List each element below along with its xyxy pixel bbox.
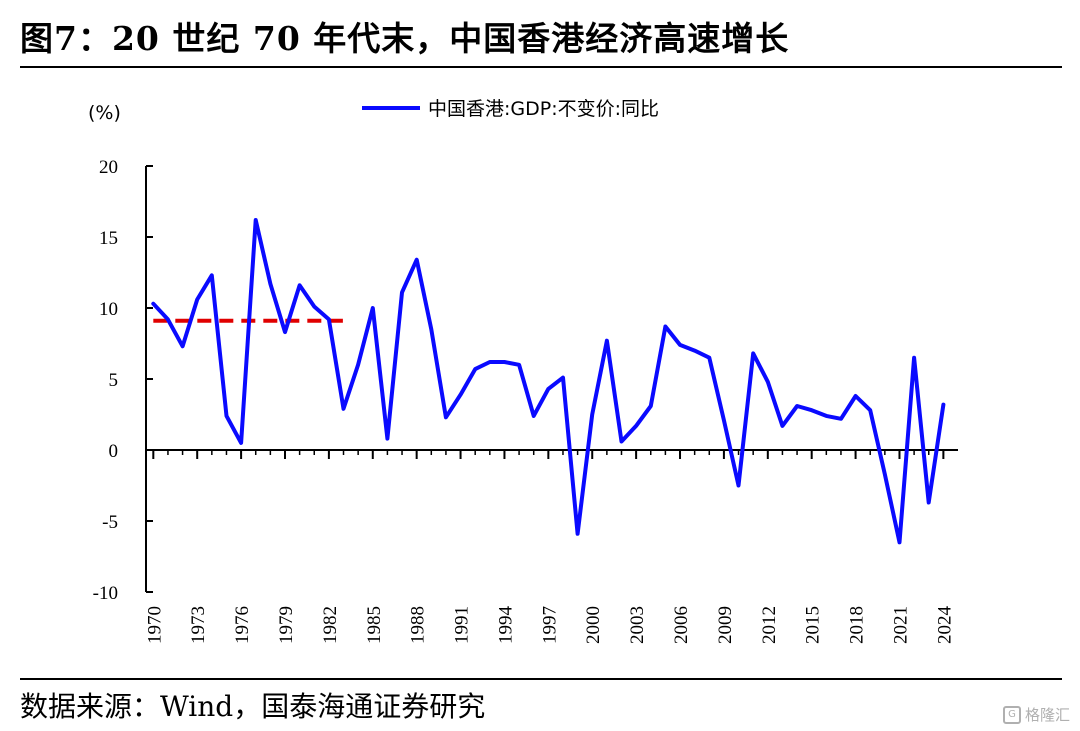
y-tick-label: 15 bbox=[99, 228, 118, 249]
x-axis: 1970 1973 1976 1979 1982 1985 1988 1991 1994 1997… bbox=[144, 449, 958, 645]
figure-title: 图7：20 世纪 70 年代末，中国香港经济高速增长 bbox=[20, 19, 790, 58]
legend: 中国香港:GDP:不变价:同比 bbox=[362, 98, 659, 120]
y-tick-label: 5 bbox=[109, 370, 119, 391]
watermark-text: 格隆汇 bbox=[1024, 706, 1070, 724]
y-tick-label: 0 bbox=[109, 441, 119, 462]
x-tick-label: 1988 bbox=[408, 606, 429, 644]
y-tick-label: -5 bbox=[102, 512, 118, 533]
y-unit-label: (%) bbox=[88, 102, 121, 124]
y-tick-label: 20 bbox=[99, 157, 118, 178]
source-divider bbox=[20, 678, 1062, 680]
x-tick-label: 2024 bbox=[934, 606, 955, 645]
g-logo-icon: G bbox=[1002, 705, 1021, 724]
series-group bbox=[151, 218, 946, 545]
legend-label: 中国香港:GDP:不变价:同比 bbox=[428, 98, 659, 120]
y-axis: 20 15 10 5 0 -5 -10 (%) bbox=[88, 102, 153, 604]
x-tick-label: 1994 bbox=[495, 606, 516, 645]
watermark: G 格隆汇 bbox=[1002, 704, 1070, 725]
x-tick-label: 2000 bbox=[583, 606, 604, 644]
x-tick-label: 1979 bbox=[276, 606, 297, 644]
y-tick-label: 10 bbox=[99, 299, 118, 320]
data-source-note: 数据来源：Wind，国泰海通证券研究 bbox=[20, 690, 486, 723]
series-line bbox=[151, 218, 946, 545]
x-tick-label: 1976 bbox=[232, 606, 253, 644]
x-tick-label: 1997 bbox=[539, 606, 560, 644]
x-tick-label: 2003 bbox=[627, 606, 648, 644]
x-tick-label: 1973 bbox=[188, 606, 209, 644]
x-tick-label: 2021 bbox=[890, 606, 911, 644]
x-tick-label: 2006 bbox=[671, 606, 692, 644]
x-tick-label: 2012 bbox=[759, 606, 780, 644]
x-tick-label: 2015 bbox=[803, 606, 824, 644]
x-tick-label: 2018 bbox=[847, 606, 868, 644]
x-tick-label: 1985 bbox=[364, 606, 385, 644]
x-tick-label: 1991 bbox=[452, 606, 473, 644]
x-tick-label: 2009 bbox=[715, 606, 736, 644]
title-divider bbox=[20, 66, 1062, 68]
y-tick-label: -10 bbox=[93, 583, 118, 604]
x-tick-label: 1970 bbox=[144, 606, 165, 644]
x-tick-label: 1982 bbox=[320, 606, 341, 644]
